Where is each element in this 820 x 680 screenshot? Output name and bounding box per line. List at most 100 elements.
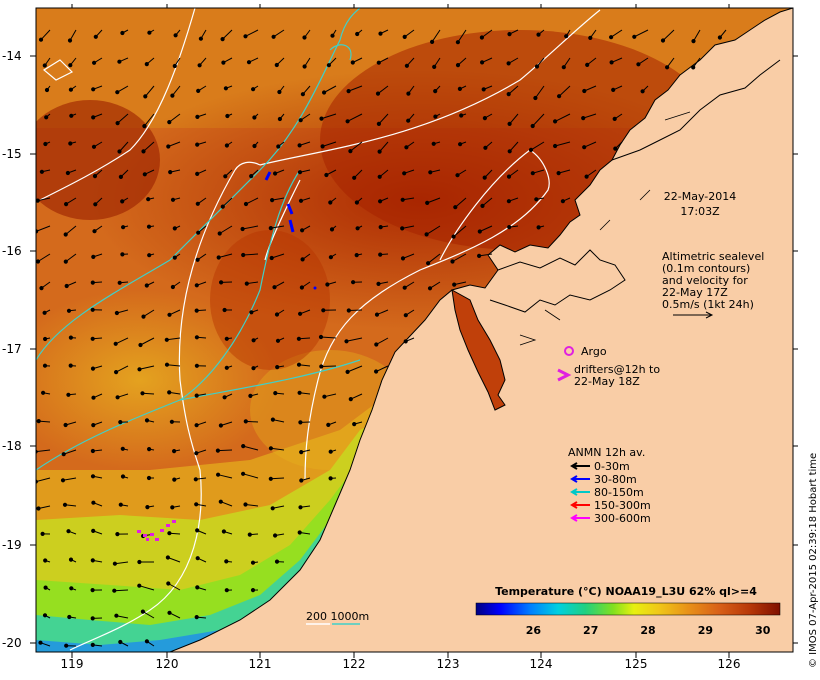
velocity-arrow-head [270,506,275,511]
velocity-arrow-head [326,63,331,68]
velocity-arrow-head [582,145,587,150]
velocity-arrow [532,113,545,127]
velocity-arrow-head [194,423,199,428]
velocity-arrow-head [221,529,226,534]
velocity-arrow-head [534,64,540,69]
velocity-arrow-head [376,60,381,65]
velocity-arrow-head [90,366,96,371]
velocity-arrow [347,113,363,122]
velocity-arrow-head [374,369,379,374]
velocity-arrow-head [197,63,202,68]
velocity-arrow [509,113,519,125]
velocity-arrow-head [609,35,614,40]
velocity-arrow [320,336,337,339]
velocity-arrow-head [400,256,406,261]
velocity-arrow-head [172,477,177,482]
velocity-arrow-head [269,255,274,261]
sealevel-contours [39,8,601,651]
velocity-arrow-head [224,365,229,370]
velocity-arrow-head [38,37,44,42]
velocity-arrow-head [172,226,177,231]
velocity-arrow [321,113,337,120]
velocity-arrow-head [329,227,335,232]
velocity-arrow-head [585,62,590,68]
velocity-arrow-head [164,337,169,342]
velocity-arrow-head [90,280,95,285]
velocity-arrow-head [145,505,150,510]
velocity-arrow-head [146,224,152,229]
velocity-arrow-head [344,339,349,344]
anmn-arrow-icon [570,514,590,522]
velocity-arrow [321,365,337,367]
velocity-arrow-head [194,283,199,288]
isobath-label: 200 1000m [306,610,369,623]
velocity-arrow [114,561,129,565]
velocity-arrow-head [113,341,118,346]
velocity-arrow-head [534,197,539,202]
velocity-arrow [583,141,597,148]
velocity-arrow [144,85,155,97]
velocity-arrow-head [166,581,171,586]
velocity-arrow-head [41,390,46,395]
velocity-arrow-head [375,91,381,96]
velocity-arrow-head [528,147,534,152]
colorbar-tick: 26 [526,624,542,637]
velocity-arrow-head [240,226,245,232]
velocity-arrow-head [90,336,95,341]
velocity-arrow-head [170,93,175,98]
velocity-arrow-head [68,87,74,92]
lon-tick: 123 [437,657,460,671]
colorbar-tick: 29 [698,624,713,637]
velocity-arrow [168,583,181,591]
lon-tick: 126 [718,657,741,671]
velocity-arrow-head [320,144,325,149]
velocity-arrow-head [115,395,120,400]
velocity-arrow [348,85,363,92]
velocity-arrow-head [114,310,120,316]
velocity-arrow [222,29,233,40]
velocity-arrow-head [117,59,122,64]
velocity-arrow-head [118,174,124,179]
colorbar-tick: 30 [755,624,771,637]
velocity-arrow [271,253,285,259]
velocity-arrow-head [143,94,148,99]
velocity-arrow-head [67,38,73,43]
velocity-arrow [139,365,155,370]
velocity-arrow-head [322,90,327,95]
lat-tick: -19 [2,538,22,552]
velocity-arrow-head [167,531,172,536]
velocity-arrow-head [250,560,256,565]
velocity-arrow-head [276,144,281,149]
velocity-arrow-head [378,225,383,230]
velocity-arrow [427,197,441,204]
velocity-arrow-head [120,199,125,204]
velocity-arrow [40,29,51,41]
velocity-arrow-head [611,87,616,93]
velocity-arrow-head [450,259,455,264]
svg-text:Altimetric sealevel: Altimetric sealevel [662,250,764,263]
velocity-arrow-head [146,197,151,202]
velocity-arrow-head [427,286,433,291]
velocity-arrow-head [164,362,170,367]
velocity-arrow [166,364,181,367]
velocity-arrow-head [506,92,511,97]
velocity-arrow [65,225,77,235]
velocity-arrow-head [241,252,246,258]
velocity-arrow-head [480,60,485,65]
velocity-arrow-head [481,87,486,92]
velocity-arrow [217,474,233,479]
velocity-arrow [610,29,623,38]
velocity-arrow-head [581,116,586,121]
velocity-arrow-head [432,64,437,70]
velocity-arrow-head [42,63,47,68]
velocity-arrow-head [354,200,359,205]
velocity-arrow [36,225,51,232]
velocity-arrow-head [430,39,435,45]
velocity-arrow [36,449,51,453]
velocity-arrow-head [223,174,228,179]
velocity-arrow [119,141,129,152]
velocity-arrow-head [400,226,405,231]
velocity-arrow-head [299,450,304,455]
velocity-arrow-head [241,444,246,449]
velocity-arrow-head [352,422,357,427]
